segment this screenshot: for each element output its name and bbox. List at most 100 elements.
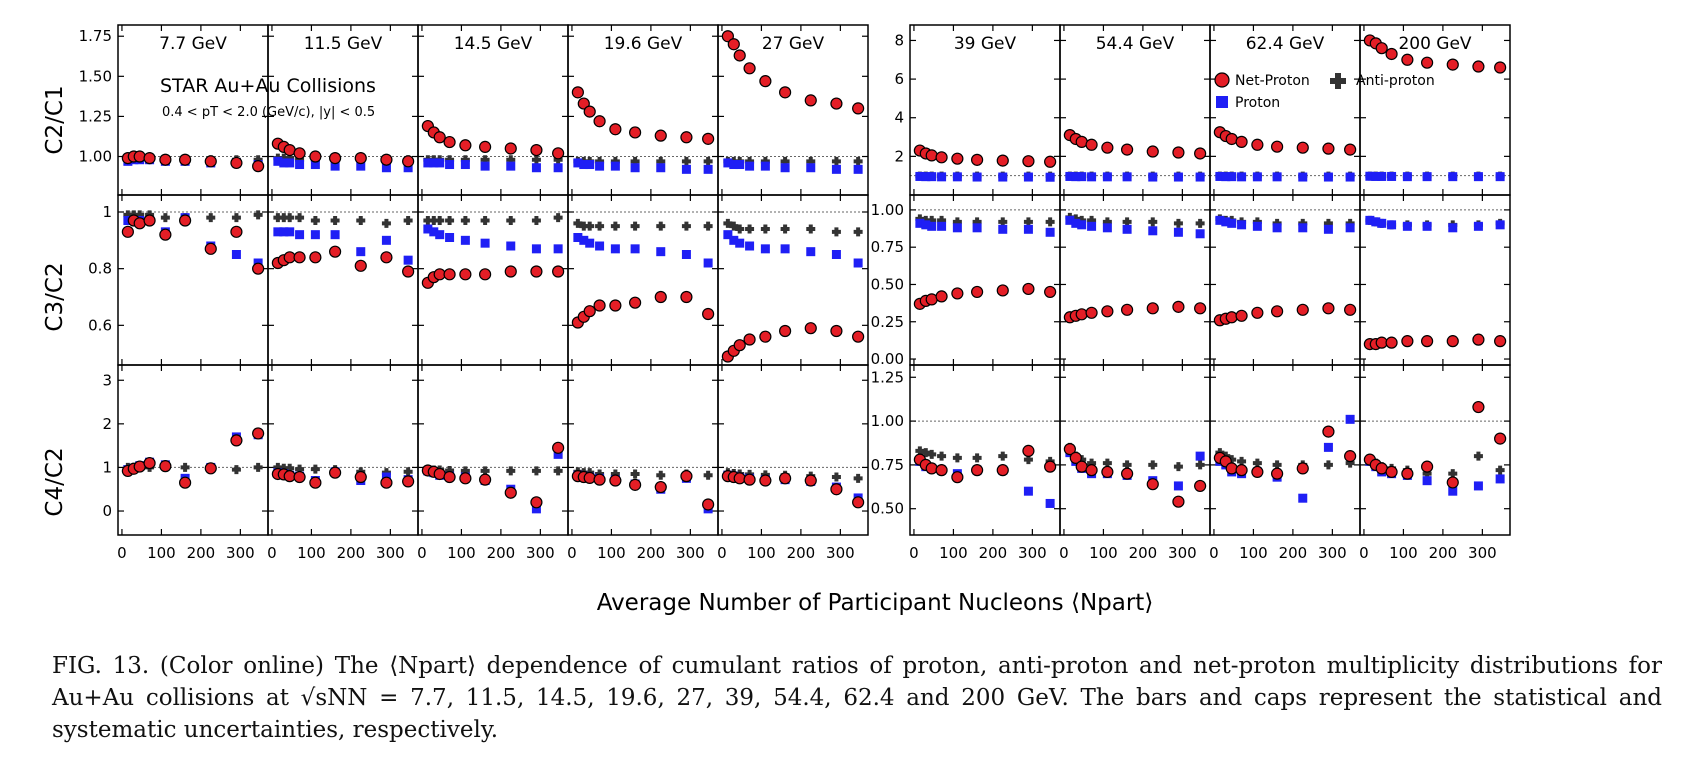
anti-proton-point — [1473, 451, 1483, 461]
anti-proton-point — [531, 466, 541, 476]
net-proton-point — [530, 496, 543, 509]
net-proton-point — [1385, 47, 1398, 61]
panel-frame — [567, 194, 719, 366]
proton-point — [1087, 172, 1097, 182]
proton-point — [915, 218, 925, 228]
anti-proton-point — [745, 224, 755, 234]
anti-proton-point — [760, 224, 770, 234]
anti-proton-point — [831, 472, 841, 482]
panel-11-5-gev-c4-c2: 0 100 200 300 — [267, 364, 419, 562]
net-proton-point — [609, 123, 622, 136]
y-tick-label: 0.00 — [871, 350, 904, 368]
net-proton-point — [402, 155, 415, 168]
proton-point — [806, 247, 816, 257]
proton-point — [1448, 223, 1458, 233]
proton-point — [445, 233, 455, 242]
x-tick-label: 200 — [637, 544, 666, 562]
anti-proton-point — [480, 466, 490, 476]
net-proton-point — [1069, 451, 1082, 464]
proton-point — [423, 158, 433, 168]
proton-point — [1298, 493, 1308, 503]
net-proton-point — [925, 149, 938, 162]
anti-proton-point — [681, 156, 691, 166]
x-tick-label: 200 — [1279, 544, 1308, 562]
proton-point — [295, 230, 305, 240]
net-proton-point — [743, 62, 756, 75]
net-proton-point — [804, 322, 817, 335]
net-proton-point — [479, 268, 492, 281]
net-proton-point — [1322, 142, 1335, 155]
panel-62-4-gev-c2-c1: 62.4 GeV — [1209, 24, 1361, 196]
net-proton-point — [133, 217, 146, 230]
x-tick-label: 0 — [267, 544, 277, 562]
labels-layer: STAR Au+Au Collisions 0.4 < pT < 2.0 (Ge… — [42, 75, 1153, 616]
proton-point — [1422, 172, 1432, 182]
energy-label: 54.4 GeV — [1096, 34, 1175, 54]
proton-point — [1448, 486, 1458, 496]
net-proton-point — [951, 287, 964, 300]
proton-point — [445, 160, 455, 170]
panel-frame — [1359, 364, 1511, 536]
proton-point — [330, 230, 340, 240]
proton-point — [853, 164, 863, 174]
y-tick-label: 1.75 — [79, 27, 112, 45]
proton-point — [1473, 172, 1483, 182]
x-tick-label: 200 — [337, 544, 366, 562]
net-proton-point — [1172, 495, 1185, 508]
net-proton-point — [293, 147, 306, 160]
net-proton-point — [1225, 311, 1238, 324]
proton-point — [729, 235, 739, 245]
proton-point — [630, 163, 640, 173]
x-tick-label: 200 — [1429, 544, 1458, 562]
net-proton-point — [996, 464, 1009, 477]
anti-proton-point — [1227, 455, 1237, 465]
net-proton-point — [1344, 303, 1357, 316]
proton-point — [573, 158, 583, 168]
proton-point — [1345, 223, 1355, 233]
anti-proton-point — [927, 215, 937, 225]
net-proton-point — [1344, 143, 1357, 156]
x-tick-label: 0 — [567, 544, 577, 562]
net-proton-point — [1251, 465, 1264, 479]
net-proton-point — [1022, 282, 1035, 296]
net-proton-point — [609, 299, 622, 312]
anti-proton-point — [610, 221, 620, 231]
anti-proton-point — [285, 463, 295, 473]
net-proton-point — [329, 245, 342, 258]
anti-proton-point — [531, 216, 541, 225]
proton-point — [531, 244, 541, 254]
anti-proton-point — [123, 210, 133, 220]
proton-point — [610, 244, 620, 254]
net-proton-point — [629, 126, 642, 139]
net-proton-point — [1472, 400, 1485, 414]
anti-proton-point — [610, 156, 620, 166]
anti-proton-point — [1252, 458, 1262, 468]
proton-point — [1473, 481, 1483, 491]
net-proton-point — [1101, 141, 1114, 154]
net-proton-point — [1251, 306, 1264, 319]
anti-proton-point — [853, 156, 863, 166]
proton-point — [279, 158, 289, 168]
panel-200-gev-c2-c1: 200 GeV — [1359, 24, 1511, 196]
anti-proton-point — [729, 221, 739, 231]
panel-7-7-gev-c2-c1: 1.00 1.25 1.50 1.75 7.7 GeV — [79, 24, 269, 196]
anti-proton-point — [135, 210, 145, 220]
anti-proton-point — [160, 213, 170, 223]
net-proton-point — [759, 330, 772, 343]
panel-7-7-gev-c4-c2: 0 1 2 3 0 100 200 300 — [102, 364, 269, 562]
net-proton-point — [1494, 335, 1507, 348]
anti-proton-point — [1323, 460, 1333, 470]
net-proton-point — [629, 478, 642, 491]
anti-proton-point — [295, 464, 305, 474]
net-proton-point — [380, 251, 393, 264]
anti-proton-point — [506, 216, 516, 225]
proton-point — [1221, 172, 1231, 182]
proton-point — [760, 161, 770, 171]
proton-point — [806, 163, 816, 173]
proton-point — [506, 241, 516, 251]
proton-point — [1023, 486, 1033, 496]
proton-point — [1023, 172, 1033, 182]
proton-point — [1365, 171, 1375, 181]
x-tick-label: 100 — [147, 544, 176, 562]
proton-point — [285, 227, 295, 237]
